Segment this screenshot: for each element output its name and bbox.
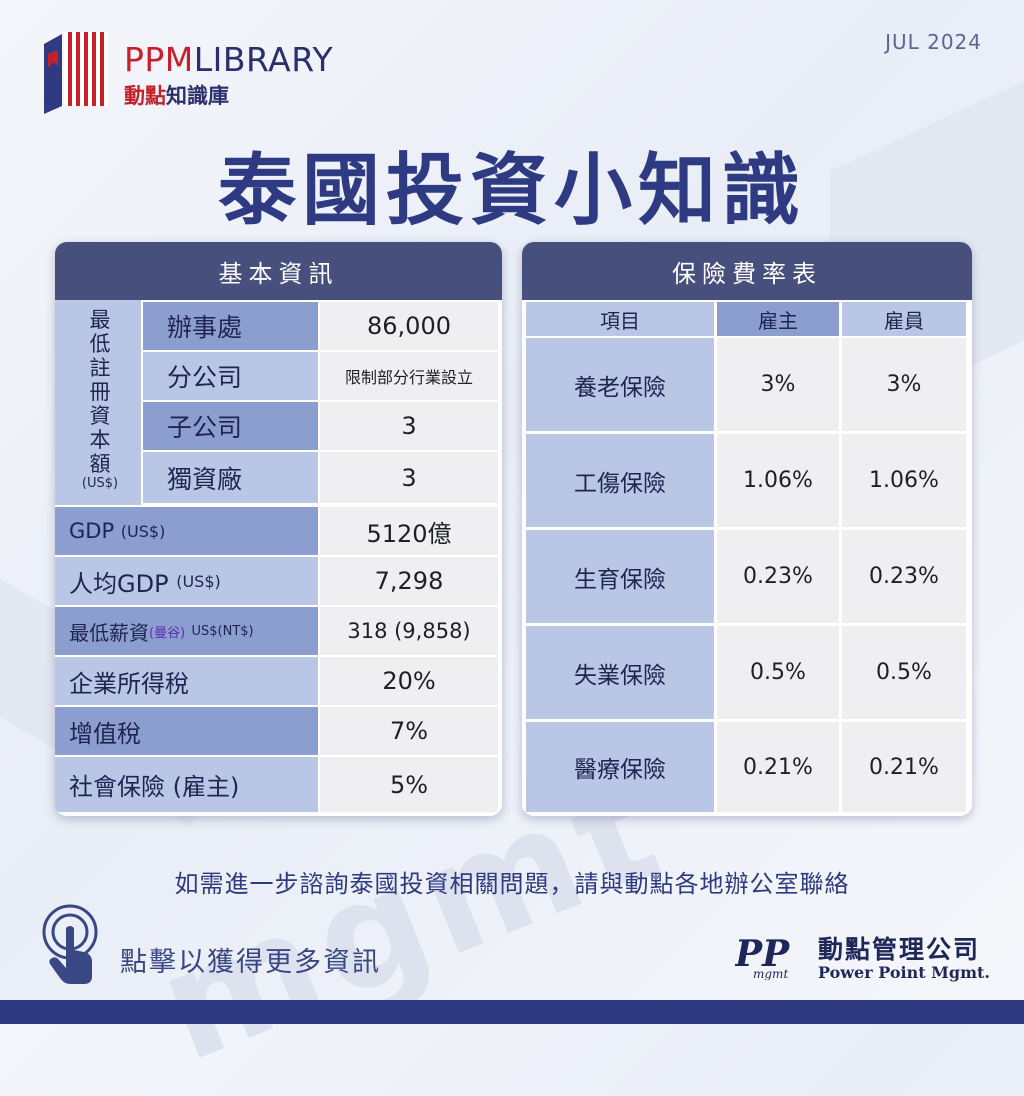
table-row-value: 1.06% — [717, 434, 839, 527]
page-title: 泰國投資小知識 — [217, 146, 806, 236]
svg-text:PP: PP — [735, 933, 790, 975]
capital-group-cell — [55, 300, 141, 505]
basic-info-panel: 基本資訊 辦事處 86,000 分公司 限制部分行業設立 子公司 3 獨資廠 3… — [55, 242, 502, 816]
basic-info-heading: 基本資訊 — [55, 242, 502, 300]
company-name-zh: 動點管理公司 — [818, 935, 981, 964]
logo-text-zh: 動點知識庫 — [124, 84, 229, 108]
table-row-value: 0.23% — [842, 530, 966, 623]
table-row-label: 社會保險 (雇主) — [55, 757, 318, 812]
table-row-value: 3 — [320, 452, 498, 503]
library-book-icon — [44, 32, 108, 114]
table-row-value: 5120億 — [320, 507, 498, 555]
capital-group-char: 註 — [89, 356, 111, 380]
capital-group-label: 最低註冊資本額 (US$) — [80, 308, 120, 492]
svg-text:mgmt: mgmt — [753, 967, 788, 980]
company-name-en: Power Point Mgmt. — [818, 963, 990, 982]
table-row-label: 人均GDP (US$) — [55, 557, 318, 605]
basic-info-table: 辦事處 86,000 分公司 限制部分行業設立 子公司 3 獨資廠 3 GDP … — [55, 300, 502, 816]
capital-group-text: 最低註冊資本額 — [80, 308, 120, 476]
table-row-label: 增值稅 — [55, 707, 318, 755]
table-row-label: GDP (US$) — [55, 507, 318, 555]
capital-group-char: 本 — [89, 428, 111, 452]
bottom-bar — [0, 1000, 1024, 1024]
table-row-value: 0.21% — [717, 722, 839, 812]
more-info-link[interactable]: 點擊以獲得更多資訊 — [120, 947, 381, 978]
table-row-value: 限制部分行業設立 — [320, 352, 498, 400]
table-row-label: 分公司 — [143, 352, 318, 400]
insurance-table: 項目 雇主 雇員 養老保險 3% 3% 工傷保險 1.06% 1.06% 生育保… — [522, 300, 972, 816]
capital-group-char: 低 — [89, 332, 111, 356]
table-row-value: 3% — [842, 338, 966, 431]
table-row-value: 5% — [320, 757, 498, 812]
publish-date: JUL 2024 — [885, 30, 982, 54]
insurance-panel: 保險費率表 項目 雇主 雇員 養老保險 3% 3% 工傷保險 1.06% 1.0… — [522, 242, 972, 816]
table-row-label: 失業保險 — [526, 626, 714, 719]
table-row-value: 1.06% — [842, 434, 966, 527]
table-row-label: 獨資廠 — [143, 452, 318, 503]
table-row-label: 辦事處 — [143, 302, 318, 350]
table-row-value: 7,298 — [320, 557, 498, 605]
logo-text-en: PPMLIBRARY — [124, 40, 334, 79]
capital-group-char: 最 — [89, 308, 111, 332]
table-row-value: 0.5% — [842, 626, 966, 719]
capital-group-char: 資 — [89, 404, 111, 428]
table-row-label: 最低薪資 (曼谷) US$(NT$) — [55, 607, 318, 655]
table-row-value: 3% — [717, 338, 839, 431]
insurance-heading: 保險費率表 — [522, 242, 972, 300]
table-row-label: 工傷保險 — [526, 434, 714, 527]
table-row-value: 0.5% — [717, 626, 839, 719]
table-row-value: 3 — [320, 402, 498, 450]
table-row-label: 子公司 — [143, 402, 318, 450]
table-row-value: 86,000 — [320, 302, 498, 350]
capital-group-unit: (US$) — [81, 476, 119, 491]
column-header-employee: 雇員 — [842, 302, 966, 336]
table-row-value: 20% — [320, 657, 498, 705]
column-header-item: 項目 — [526, 302, 714, 336]
table-row-value: 0.23% — [717, 530, 839, 623]
table-row-value: 7% — [320, 707, 498, 755]
contact-note: 如需進一步諮詢泰國投資相關問題，請與動點各地辦公室聯絡 — [174, 870, 850, 898]
capital-group-char: 冊 — [89, 380, 111, 404]
capital-group-char: 額 — [89, 452, 111, 476]
table-row-label: 養老保險 — [526, 338, 714, 431]
table-row-label: 企業所得稅 — [55, 657, 318, 705]
table-row-label: 生育保險 — [526, 530, 714, 623]
column-header-employer: 雇主 — [717, 302, 839, 336]
tap-hand-icon[interactable] — [40, 904, 104, 988]
company-logo-icon: PP mgmt — [735, 933, 790, 980]
table-row-value: 318 (9,858) — [320, 607, 498, 655]
table-row-value: 0.21% — [842, 722, 966, 812]
table-row-label: 醫療保險 — [526, 722, 714, 812]
